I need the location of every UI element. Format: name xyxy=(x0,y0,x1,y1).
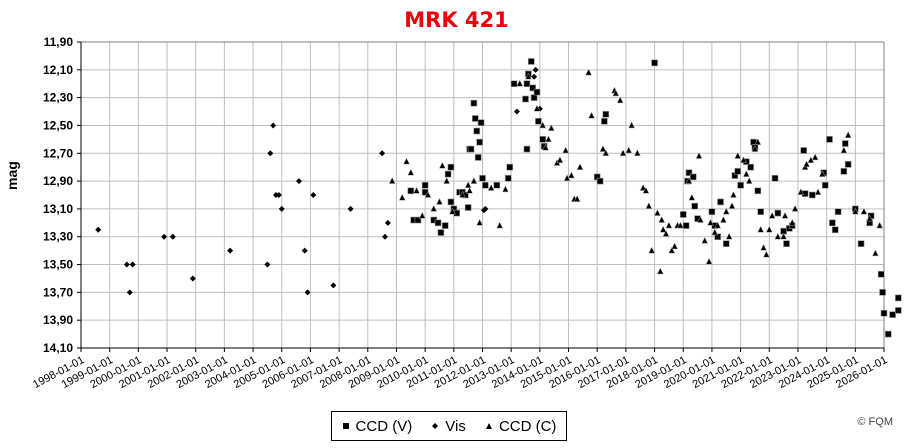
svg-text:13,90: 13,90 xyxy=(43,313,73,327)
svg-text:13,10: 13,10 xyxy=(43,202,73,216)
legend-item-ccd-v: CCD (V) xyxy=(342,417,413,435)
legend-item-ccd-c: CCD (C) xyxy=(485,417,557,435)
svg-text:13,70: 13,70 xyxy=(43,285,73,299)
axes xyxy=(77,41,885,352)
svg-text:12,50: 12,50 xyxy=(43,118,73,132)
y-tick-labels: 11,90 12,10 12,30 12,50 12,70 12,90 13,10 13,30… xyxy=(43,35,73,355)
square-marker-icon xyxy=(342,423,349,429)
legend-label: CCD (C) xyxy=(498,417,557,435)
triangle-marker-icon xyxy=(485,423,492,429)
svg-text:14,10: 14,10 xyxy=(43,341,73,355)
copyright-notice: © FQM xyxy=(857,416,893,428)
svg-text:12,30: 12,30 xyxy=(43,91,73,105)
x-tick-labels: 1998-01-011999-01-012000-01-012001-01-01… xyxy=(31,354,889,391)
svg-text:12,10: 12,10 xyxy=(43,63,73,77)
diamond-marker-icon xyxy=(432,423,439,429)
chart-title: MRK 421 xyxy=(404,8,509,32)
legend-label: Vis xyxy=(445,417,466,435)
svg-text:12,90: 12,90 xyxy=(43,174,73,188)
svg-text:13,30: 13,30 xyxy=(43,230,73,244)
svg-text:11,90: 11,90 xyxy=(44,35,74,49)
grid-lines xyxy=(81,42,884,348)
data-points xyxy=(95,58,902,338)
svg-text:12,70: 12,70 xyxy=(43,146,73,160)
legend: CCD (V) Vis CCD (C) xyxy=(331,411,567,441)
legend-item-vis: Vis xyxy=(431,418,466,435)
legend-label: CCD (V) xyxy=(355,417,413,435)
svg-text:13,50: 13,50 xyxy=(43,258,73,272)
